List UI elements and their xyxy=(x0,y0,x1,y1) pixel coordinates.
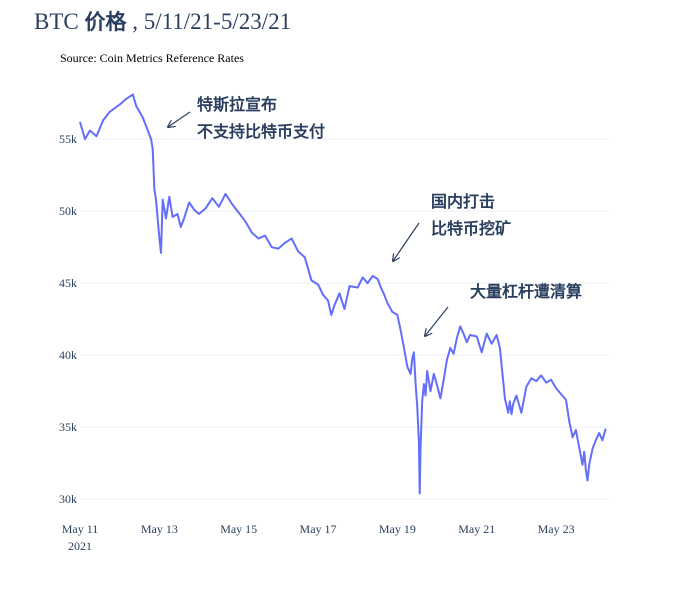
y-tick-label: 35k xyxy=(59,420,77,434)
x-tick-sublabel: 2021 xyxy=(68,539,92,553)
annotation-liquidation: 大量杠杆遭清算 xyxy=(470,278,582,305)
chart-title-zh: 价格 xyxy=(84,10,127,34)
y-tick-label: 50k xyxy=(59,204,77,218)
x-tick-label: May 19 xyxy=(379,522,416,536)
x-tick-label: May 17 xyxy=(300,522,337,536)
btc-price-line xyxy=(79,93,607,495)
x-tick-label: May 23 xyxy=(538,522,575,536)
annotation-arrow xyxy=(425,306,449,336)
x-tick-label: May 11 xyxy=(62,522,99,536)
x-tick-label: May 21 xyxy=(458,522,495,536)
x-tick-label: May 15 xyxy=(220,522,257,536)
y-tick-label: 40k xyxy=(59,348,77,362)
y-tick-label: 45k xyxy=(59,276,77,290)
chart-title-range: , 5/11/21-5/23/21 xyxy=(126,9,292,34)
y-axis: 30k 35k 40k 45k 50k 55k xyxy=(59,132,77,506)
source-note: Source: Coin Metrics Reference Rates xyxy=(60,51,244,65)
y-tick-label: 55k xyxy=(59,132,77,146)
annotation-mining-line-2: 比特币挖矿 xyxy=(431,219,512,238)
annotation-arrow xyxy=(393,222,420,261)
annotation-liquidation-line-1: 大量杠杆遭清算 xyxy=(470,282,583,301)
annotation-tesla-line-1: 特斯拉宣布 xyxy=(197,95,278,114)
chart-title: BTC 价格 , 5/11/21-5/23/21 xyxy=(34,6,291,36)
x-tick-label: May 13 xyxy=(141,522,178,536)
annotation-arrows xyxy=(168,111,449,336)
chart-title-main: BTC xyxy=(34,9,85,34)
gridlines xyxy=(80,138,609,500)
annotation-tesla: 特斯拉宣布 不支持比特币支付 xyxy=(197,91,325,145)
annotation-mining-line-1: 国内打击 xyxy=(431,192,496,211)
x-axis: May 11 2021 May 13 May 15 May 17 May 19 May 21… xyxy=(62,522,575,553)
y-tick-label: 30k xyxy=(59,492,77,506)
annotation-tesla-line-2: 不支持比特币支付 xyxy=(197,122,326,141)
annotation-arrow xyxy=(168,111,191,127)
annotation-mining: 国内打击 比特币挖矿 xyxy=(431,188,511,242)
